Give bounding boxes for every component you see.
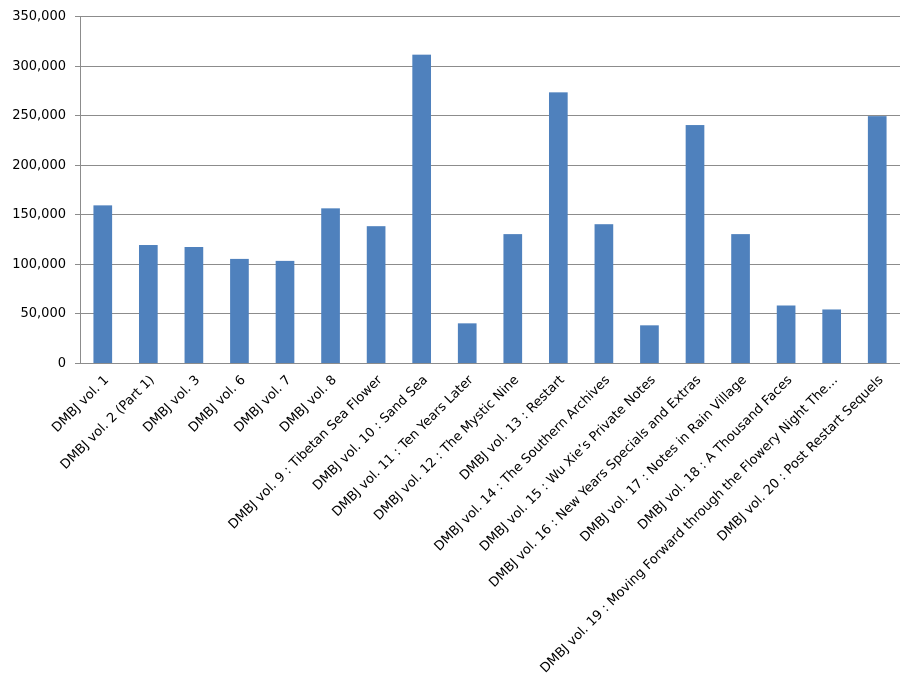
x-tick-label: DMBJ vol. 17 : Notes in Rain Village — [577, 373, 749, 545]
y-tick-label: 100,000 — [12, 257, 66, 272]
y-tick-label: 300,000 — [12, 59, 66, 74]
bar — [138, 245, 158, 363]
bar — [640, 325, 659, 363]
bar — [321, 208, 340, 363]
bar — [548, 92, 568, 363]
bar — [731, 234, 750, 363]
y-tick-label: 250,000 — [12, 108, 66, 123]
bar — [867, 116, 887, 364]
x-tick-label: DMBJ vol. 16 : New Years Specials and Ex… — [486, 373, 704, 591]
y-tick-label: 0 — [58, 356, 66, 371]
bar — [503, 234, 523, 363]
y-tick-label: 350,000 — [12, 9, 66, 24]
bar — [685, 125, 705, 363]
bar — [412, 54, 432, 364]
bar — [594, 224, 614, 363]
bar — [776, 305, 796, 363]
y-tick-label: 50,000 — [21, 306, 67, 321]
y-tick-label: 150,000 — [12, 207, 66, 222]
x-tick-label: DMBJ vol. 19 : Moving Forward through th… — [538, 373, 841, 676]
bar — [822, 309, 842, 363]
bar — [230, 258, 249, 363]
bar — [93, 205, 113, 363]
x-tick-label: DMBJ vol. 20 : Post Restart Sequels — [715, 373, 887, 545]
bar — [457, 323, 477, 363]
y-tick-label: 200,000 — [12, 158, 66, 173]
bar — [275, 260, 295, 363]
bar — [184, 247, 204, 363]
bar — [366, 226, 386, 363]
